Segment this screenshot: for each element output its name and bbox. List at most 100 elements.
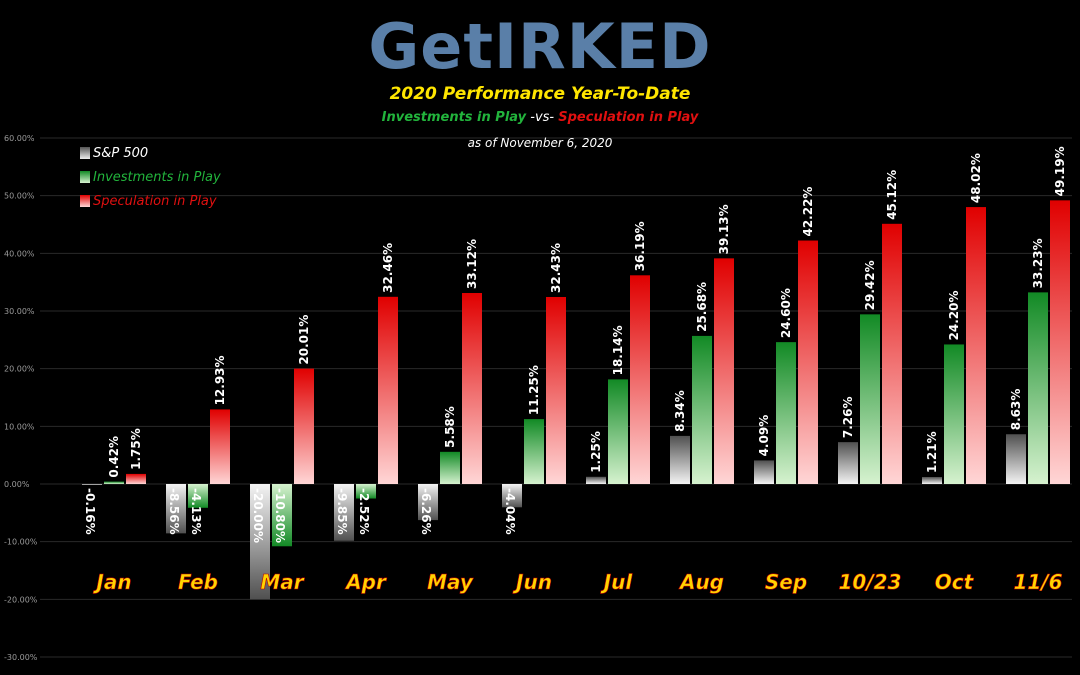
bar-investments — [944, 344, 964, 484]
category-label: Jul — [600, 570, 634, 594]
legend-swatch-red — [80, 195, 90, 207]
data-labels: -0.16% 0.42% 1.75% -8.56% -4.13% 12.93% -20.00… — [83, 146, 1067, 543]
category-label: Apr — [344, 570, 387, 594]
bar-speculation — [714, 258, 734, 484]
category-label: Mar — [260, 570, 304, 594]
data-label: -4.13% — [189, 488, 203, 535]
data-label: 24.20% — [947, 290, 961, 340]
bar-speculation — [462, 293, 482, 484]
bar-investments — [860, 314, 880, 484]
category-labels: Jan Feb Mar Apr May Jun Jul Aug Sep 10/23 Oct 11/6 — [92, 570, 1063, 595]
bar-speculation — [882, 223, 902, 485]
data-label: 4.09% — [757, 415, 771, 457]
y-tick-label: 40.00% — [4, 249, 35, 258]
bar-investments — [188, 484, 208, 508]
bar-sp500 — [166, 484, 186, 534]
bar-speculation — [126, 473, 146, 484]
bar-investments — [776, 342, 796, 484]
data-label: 1.25% — [589, 431, 603, 473]
category-label: 10/23 — [839, 570, 902, 594]
category-label: Jan — [92, 570, 131, 594]
bar-sp500 — [754, 460, 774, 484]
as-of-date: as of November 6, 2020 — [467, 136, 613, 150]
data-label: -8.56% — [167, 488, 181, 535]
category-label: Oct — [935, 570, 975, 594]
data-label: 39.13% — [717, 204, 731, 254]
data-label: 5.58% — [443, 406, 457, 448]
data-label: 12.93% — [213, 355, 227, 405]
data-label: 42.22% — [801, 187, 815, 237]
data-label: 36.19% — [633, 221, 647, 271]
bar-sp500 — [82, 484, 102, 485]
y-tick-label: -30.00% — [4, 653, 38, 662]
data-label: -4.04% — [503, 488, 517, 535]
data-label: -9.85% — [335, 488, 349, 535]
bar-sp500 — [334, 484, 354, 541]
data-label: 33.12% — [465, 239, 479, 289]
bar-speculation — [966, 207, 986, 485]
category-label: Feb — [178, 570, 218, 594]
y-tick-label: 30.00% — [4, 307, 35, 316]
bar-sp500 — [502, 484, 522, 508]
y-tick-label: 60.00% — [4, 134, 35, 143]
legend-label-investments: Investments in Play — [93, 170, 221, 185]
bar-investments — [524, 419, 544, 484]
bar-sp500 — [838, 442, 858, 484]
bar-investments — [440, 451, 460, 484]
data-label: 0.42% — [107, 436, 121, 478]
y-tick-label: 20.00% — [4, 365, 35, 374]
bar-investments — [104, 481, 124, 484]
y-tick-label: 0.00% — [4, 480, 30, 489]
data-label: 1.21% — [925, 431, 939, 473]
bar-speculation — [378, 296, 398, 484]
data-label: 11.25% — [527, 365, 541, 415]
bar-sp500 — [1006, 434, 1026, 484]
category-label: May — [427, 570, 474, 594]
data-label: -6.26% — [419, 488, 433, 535]
category-label: Aug — [678, 570, 724, 594]
y-tick-label: 50.00% — [4, 192, 35, 201]
bar-sp500 — [670, 435, 690, 484]
bars — [82, 200, 1070, 600]
bar-speculation — [798, 240, 818, 484]
data-label: -10.80% — [273, 488, 287, 543]
category-label: 11/6 — [1013, 570, 1062, 594]
data-label: 1.75% — [129, 428, 143, 470]
data-label: 32.43% — [549, 243, 563, 293]
data-label: 18.14% — [611, 325, 625, 375]
bar-sp500 — [922, 477, 942, 484]
bar-sp500 — [586, 476, 606, 484]
data-label: 32.46% — [381, 243, 395, 293]
chart-subtitle: Investments in Play -vs- Speculation in … — [0, 110, 1080, 125]
legend-swatch-gray — [80, 147, 90, 159]
category-label: Sep — [765, 570, 807, 594]
category-label: Jun — [512, 570, 552, 594]
subtitle-vs: -vs- — [526, 110, 559, 125]
data-label: 24.60% — [779, 288, 793, 338]
data-label: 33.23% — [1031, 238, 1045, 288]
data-label: 20.01% — [297, 315, 311, 365]
data-label: -2.52% — [357, 488, 371, 535]
bar-speculation — [294, 368, 314, 484]
subtitle-investments: Investments in Play — [381, 110, 527, 125]
bar-investments — [608, 379, 628, 484]
chart-title: 2020 Performance Year-To-Date — [389, 84, 691, 104]
bar-investments — [692, 335, 712, 484]
legend-label-sp500: S&P 500 — [93, 146, 149, 161]
legend-label-speculation: Speculation in Play — [93, 194, 217, 209]
data-label: -0.16% — [83, 488, 97, 535]
bar-sp500 — [418, 484, 438, 521]
data-label: 49.19% — [1053, 146, 1067, 196]
legend-item-investments: Investments in Play — [80, 170, 221, 185]
subtitle-speculation: Speculation in Play — [558, 110, 699, 125]
bar-speculation — [630, 275, 650, 484]
y-tick-label: -20.00% — [4, 595, 38, 604]
data-label: 45.12% — [885, 170, 899, 220]
bar-speculation — [1050, 200, 1070, 485]
bar-speculation — [546, 296, 566, 484]
data-label: 7.26% — [841, 396, 855, 438]
data-label: 48.02% — [969, 153, 983, 203]
legend-item-sp500: S&P 500 — [80, 146, 148, 161]
bar-investments — [356, 484, 376, 499]
bar-investments — [1028, 292, 1048, 484]
